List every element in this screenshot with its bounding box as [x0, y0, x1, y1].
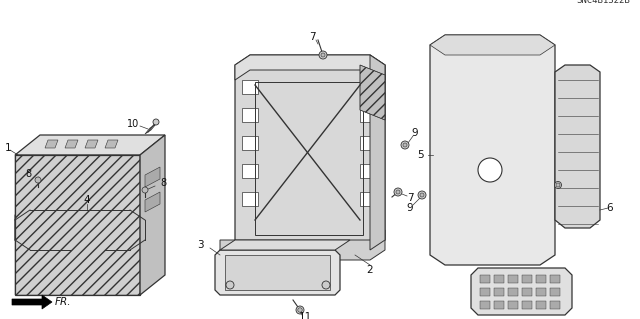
Polygon shape	[15, 155, 140, 295]
Text: 7: 7	[406, 193, 413, 203]
Circle shape	[226, 281, 234, 289]
Circle shape	[396, 190, 400, 194]
Text: 8: 8	[160, 178, 166, 188]
Circle shape	[321, 53, 325, 57]
Circle shape	[401, 141, 409, 149]
Polygon shape	[220, 240, 350, 250]
Polygon shape	[15, 205, 145, 220]
Polygon shape	[235, 55, 385, 80]
Circle shape	[35, 177, 41, 183]
Polygon shape	[508, 288, 518, 296]
Polygon shape	[220, 230, 385, 260]
Polygon shape	[242, 80, 258, 94]
Polygon shape	[480, 288, 490, 296]
Circle shape	[478, 158, 502, 182]
Circle shape	[394, 188, 402, 196]
Text: 9: 9	[412, 128, 419, 138]
Polygon shape	[522, 301, 532, 309]
Polygon shape	[242, 136, 258, 150]
Polygon shape	[550, 301, 560, 309]
Text: 2: 2	[367, 265, 373, 275]
Polygon shape	[430, 35, 555, 265]
Circle shape	[298, 308, 302, 312]
Text: FR.: FR.	[55, 297, 72, 307]
Circle shape	[142, 187, 148, 193]
Polygon shape	[242, 164, 258, 178]
Polygon shape	[225, 255, 330, 290]
Polygon shape	[471, 268, 572, 315]
Polygon shape	[522, 288, 532, 296]
Polygon shape	[480, 275, 490, 283]
Polygon shape	[550, 288, 560, 296]
Text: 6: 6	[607, 203, 613, 213]
Circle shape	[420, 193, 424, 197]
Polygon shape	[494, 275, 504, 283]
Polygon shape	[33, 177, 43, 182]
Circle shape	[319, 51, 327, 59]
Text: 3: 3	[196, 240, 204, 250]
Polygon shape	[28, 218, 128, 244]
Polygon shape	[536, 275, 546, 283]
Polygon shape	[85, 140, 98, 148]
Circle shape	[153, 119, 159, 125]
Polygon shape	[12, 295, 52, 309]
Polygon shape	[242, 108, 258, 122]
Polygon shape	[508, 301, 518, 309]
Polygon shape	[215, 250, 340, 295]
Polygon shape	[480, 301, 490, 309]
Text: 1: 1	[5, 143, 12, 153]
Circle shape	[322, 281, 330, 289]
Polygon shape	[98, 248, 110, 258]
Text: 7: 7	[308, 32, 316, 42]
Polygon shape	[494, 301, 504, 309]
Polygon shape	[65, 140, 78, 148]
Polygon shape	[235, 55, 385, 250]
Text: 10: 10	[127, 119, 139, 129]
Circle shape	[403, 143, 407, 147]
Polygon shape	[370, 55, 385, 250]
Polygon shape	[140, 135, 165, 295]
Polygon shape	[360, 192, 375, 206]
Polygon shape	[45, 140, 58, 148]
Polygon shape	[360, 136, 375, 150]
Circle shape	[554, 182, 561, 189]
Circle shape	[296, 306, 304, 314]
Polygon shape	[550, 275, 560, 283]
Polygon shape	[360, 65, 385, 120]
Polygon shape	[15, 135, 165, 155]
Text: 4: 4	[84, 195, 90, 205]
Polygon shape	[66, 248, 78, 258]
Text: 8: 8	[25, 169, 31, 179]
Polygon shape	[145, 124, 156, 134]
Polygon shape	[360, 80, 375, 94]
Text: 11: 11	[298, 312, 312, 319]
Polygon shape	[536, 288, 546, 296]
Text: 9: 9	[406, 203, 413, 213]
Polygon shape	[494, 288, 504, 296]
Text: 5: 5	[417, 150, 423, 160]
Polygon shape	[105, 140, 118, 148]
Polygon shape	[242, 192, 258, 206]
Circle shape	[418, 191, 426, 199]
Polygon shape	[522, 275, 532, 283]
Polygon shape	[15, 210, 145, 250]
Text: SNC4B1322B: SNC4B1322B	[576, 0, 630, 5]
Polygon shape	[430, 35, 555, 55]
Polygon shape	[360, 108, 375, 122]
Circle shape	[556, 183, 560, 187]
Polygon shape	[145, 167, 160, 187]
Polygon shape	[145, 192, 160, 212]
Polygon shape	[140, 187, 150, 192]
Polygon shape	[360, 164, 375, 178]
Polygon shape	[536, 301, 546, 309]
Polygon shape	[508, 275, 518, 283]
Polygon shape	[555, 65, 600, 228]
